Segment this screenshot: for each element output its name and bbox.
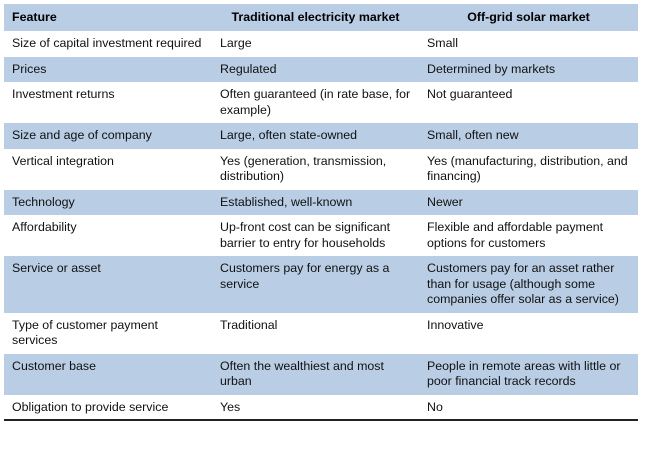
table-row: Service or asset Customers pay for energ…	[4, 256, 638, 313]
off-grid-cell: Flexible and affordable payment options …	[427, 220, 604, 250]
traditional-cell: Often the wealthiest and most urban	[220, 358, 384, 389]
feature-cell: Prices	[12, 61, 47, 76]
off-grid-cell: No	[427, 399, 443, 414]
traditional-cell: Large, often state-owned	[220, 128, 358, 142]
feature-cell: Size and age of company	[12, 128, 152, 142]
traditional-cell: Yes	[220, 399, 241, 414]
feature-cell: Service or asset	[12, 261, 101, 275]
off-grid-cell: Customers pay for an asset rather than f…	[427, 261, 619, 306]
table-row: Affordability Up-front cost can be signi…	[4, 215, 638, 256]
feature-cell: Obligation to provide service	[12, 399, 169, 414]
table-row: Size and age of company Large, often sta…	[4, 123, 638, 149]
table-row: Investment returns Often guaranteed (in …	[4, 82, 638, 123]
table-bottom-rule	[4, 419, 638, 421]
feature-cell: Size of capital investment required	[12, 36, 202, 50]
off-grid-cell: Small, often new	[427, 128, 519, 142]
feature-cell: Vertical integration	[12, 153, 114, 168]
traditional-cell: Traditional	[220, 317, 278, 332]
traditional-cell: Often guaranteed (in rate base, for exam…	[220, 87, 411, 117]
comparison-table: Feature Traditional electricity market O…	[4, 4, 638, 419]
header-off-grid-solar-market: Off-grid solar market	[467, 9, 590, 24]
comparison-table-container: Feature Traditional electricity market O…	[4, 0, 638, 421]
feature-cell: Affordability	[12, 220, 77, 234]
off-grid-cell: People in remote areas with little or po…	[427, 358, 621, 389]
header-row: Feature Traditional electricity market O…	[4, 4, 638, 31]
feature-cell: Customer base	[12, 358, 97, 373]
traditional-cell: Regulated	[220, 61, 277, 76]
off-grid-cell: Determined by markets	[427, 61, 556, 76]
feature-cell: Technology	[12, 194, 75, 209]
off-grid-cell: Small	[427, 36, 458, 50]
traditional-cell: Customers pay for energy as a service	[220, 261, 390, 291]
table-row: Prices Regulated Determined by markets	[4, 56, 638, 82]
traditional-cell: Up-front cost can be significant barrier…	[220, 220, 391, 250]
table-row: Technology Established, well-known Newer	[4, 189, 638, 215]
header-traditional-market: Traditional electricity market	[231, 9, 400, 24]
table-row: Customer base Often the wealthiest and m…	[4, 353, 638, 395]
traditional-cell: Established, well-known	[220, 194, 353, 209]
table-row: Size of capital investment required Larg…	[4, 31, 638, 57]
off-grid-cell: Newer	[427, 194, 463, 209]
off-grid-cell: Yes (manufacturing, distribution, and fi…	[427, 153, 628, 184]
feature-cell: Type of customer payment services	[12, 317, 159, 348]
traditional-cell: Yes (generation, transmission, distribut…	[220, 153, 387, 184]
table-row: Vertical integration Yes (generation, tr…	[4, 148, 638, 190]
header-feature: Feature	[12, 9, 57, 24]
traditional-cell: Large	[220, 36, 252, 50]
off-grid-cell: Innovative	[427, 317, 484, 332]
off-grid-cell: Not guaranteed	[427, 87, 513, 101]
table-row: Obligation to provide service Yes No	[4, 394, 638, 419]
table-row: Type of customer payment services Tradit…	[4, 312, 638, 354]
feature-cell: Investment returns	[12, 87, 115, 101]
